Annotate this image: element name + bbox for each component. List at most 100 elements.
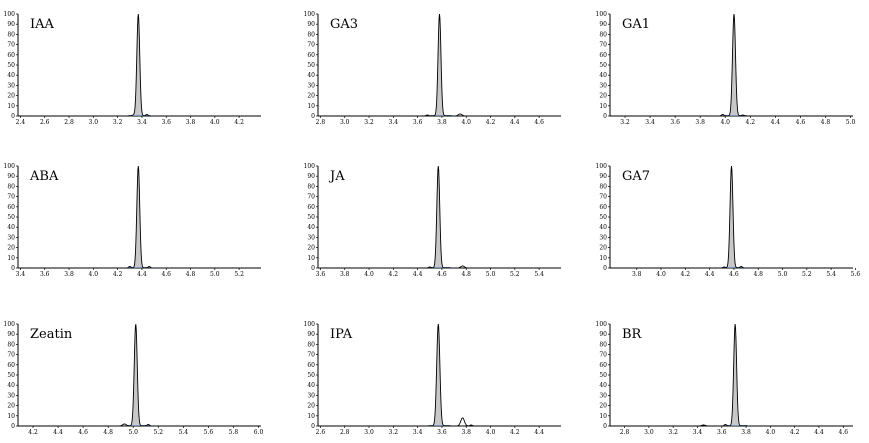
- peak-area: [132, 14, 144, 116]
- y-tick-label: 20: [7, 93, 15, 100]
- x-tick-label: 3.2: [113, 119, 123, 126]
- x-tick-label: 5.2: [802, 271, 812, 278]
- y-tick-label: 10: [599, 255, 607, 262]
- y-tick-label: 20: [599, 403, 607, 410]
- x-tick-label: 3.6: [437, 429, 447, 436]
- peak-area: [433, 14, 446, 116]
- y-tick-label: 100: [304, 163, 316, 170]
- y-tick-label: 70: [599, 352, 607, 359]
- y-tick-label: 80: [307, 31, 315, 38]
- y-tick-label: 50: [7, 214, 15, 221]
- compound-label: GA7: [622, 169, 650, 184]
- y-tick-label: 40: [307, 382, 315, 389]
- x-tick-label: 4.4: [137, 271, 147, 278]
- y-tick-label: 10: [7, 255, 15, 262]
- y-tick-label: 90: [599, 331, 607, 338]
- y-tick-label: 60: [7, 204, 15, 211]
- y-tick-label: 10: [7, 413, 15, 420]
- compound-label: IAA: [30, 17, 55, 32]
- x-tick-label: 3.8: [64, 271, 74, 278]
- x-tick-label: 5.2: [234, 271, 244, 278]
- y-tick-label: 60: [307, 52, 315, 59]
- x-tick-label: 4.4: [705, 271, 715, 278]
- peak-area: [132, 166, 144, 268]
- x-tick-label: 3.8: [695, 119, 705, 126]
- y-tick-label: 20: [7, 403, 15, 410]
- x-tick-label: 4.6: [839, 429, 849, 436]
- y-tick-label: 100: [304, 321, 316, 328]
- peak-area: [725, 166, 738, 268]
- chromatogram-trace: [610, 323, 853, 427]
- x-tick-label: 3.8: [340, 271, 350, 278]
- chromatogram-trace: [318, 165, 561, 269]
- y-tick-label: 100: [4, 163, 16, 170]
- y-tick-label: 30: [599, 392, 607, 399]
- chromatogram-panel: 0 10 20 30 40 50 60 70 80 90 100 3.6 3.8 4.0 4.2 4.4 4.6…: [304, 163, 561, 278]
- y-tick-label: 80: [307, 341, 315, 348]
- y-tick-label: 30: [307, 392, 315, 399]
- x-tick-label: 3.0: [340, 119, 350, 126]
- chromatogram-panel: 0 10 20 30 40 50 60 70 80 90 100 4.2 4.4 4.6 4.8 5.0 5.2…: [4, 321, 264, 436]
- x-tick-label: 4.6: [161, 271, 171, 278]
- y-tick-label: 100: [4, 321, 16, 328]
- x-tick-label: 4.0: [656, 271, 666, 278]
- x-tick-label: 4.2: [510, 429, 520, 436]
- x-tick-label: 4.0: [720, 119, 730, 126]
- y-tick-label: 90: [7, 331, 15, 338]
- x-tick-label: 4.2: [681, 271, 691, 278]
- x-tick-label: 4.8: [821, 119, 831, 126]
- y-tick-label: 80: [7, 341, 15, 348]
- chromatogram-trace: [18, 165, 261, 269]
- x-tick-label: 5.0: [128, 429, 138, 436]
- compound-label: ABA: [29, 169, 59, 184]
- y-tick-label: 60: [599, 362, 607, 369]
- y-tick-label: 30: [7, 392, 15, 399]
- x-tick-label: 3.0: [364, 429, 374, 436]
- x-tick-label: 3.4: [16, 271, 26, 278]
- chromatogram-panel: 0 10 20 30 40 50 60 70 80 90 100 3.4 3.6 3.8 4.0 4.2 4.4…: [4, 163, 261, 278]
- y-tick-label: 40: [7, 224, 15, 231]
- x-tick-label: 4.2: [28, 429, 38, 436]
- y-tick-label: 90: [307, 331, 315, 338]
- x-tick-label: 5.0: [778, 271, 788, 278]
- y-tick-label: 40: [599, 382, 607, 389]
- y-tick-label: 90: [7, 21, 15, 28]
- y-tick-label: 40: [599, 224, 607, 231]
- x-tick-label: 4.2: [746, 119, 756, 126]
- x-tick-label: 4.0: [210, 119, 220, 126]
- x-tick-label: 3.4: [645, 119, 655, 126]
- x-tick-label: 5.0: [846, 119, 856, 126]
- x-tick-label: 4.2: [486, 119, 496, 126]
- y-tick-label: 0: [311, 113, 315, 120]
- x-tick-label: 3.2: [364, 119, 374, 126]
- x-tick-label: 4.6: [78, 429, 88, 436]
- y-tick-label: 20: [7, 245, 15, 252]
- y-tick-label: 100: [596, 163, 608, 170]
- y-tick-label: 50: [307, 372, 315, 379]
- x-tick-label: 4.0: [89, 271, 99, 278]
- y-tick-label: 0: [311, 265, 315, 272]
- chromatogram-panel: 0 10 20 30 40 50 60 70 80 90 100 2.8 3.0 3.2 3.4 3.6 3.8…: [304, 11, 561, 126]
- y-tick-label: 90: [599, 21, 607, 28]
- y-tick-label: 70: [7, 194, 15, 201]
- y-tick-label: 80: [599, 183, 607, 190]
- chromatogram-trace: [610, 14, 853, 117]
- y-tick-label: 70: [307, 194, 315, 201]
- chromatogram-panel: 0 10 20 30 40 50 60 70 80 90 100 2.4 2.6 2.8 3.0 3.2 3.4…: [4, 11, 261, 126]
- x-tick-label: 4.6: [437, 271, 447, 278]
- x-tick-label: 5.8: [229, 429, 239, 436]
- y-tick-label: 40: [599, 72, 607, 79]
- chromatogram-trace: [18, 13, 261, 117]
- x-tick-label: 2.8: [316, 119, 326, 126]
- y-tick-label: 30: [307, 234, 315, 241]
- x-tick-label: 6.0: [254, 429, 264, 436]
- y-tick-label: 10: [307, 255, 315, 262]
- chromatogram-trace: [18, 324, 261, 427]
- y-tick-label: 60: [7, 362, 15, 369]
- x-tick-label: 4.4: [510, 119, 520, 126]
- y-tick-label: 70: [599, 42, 607, 49]
- x-tick-label: 2.8: [340, 429, 350, 436]
- x-tick-label: 4.2: [113, 271, 123, 278]
- x-tick-label: 3.4: [693, 429, 703, 436]
- x-tick-label: 2.6: [40, 119, 50, 126]
